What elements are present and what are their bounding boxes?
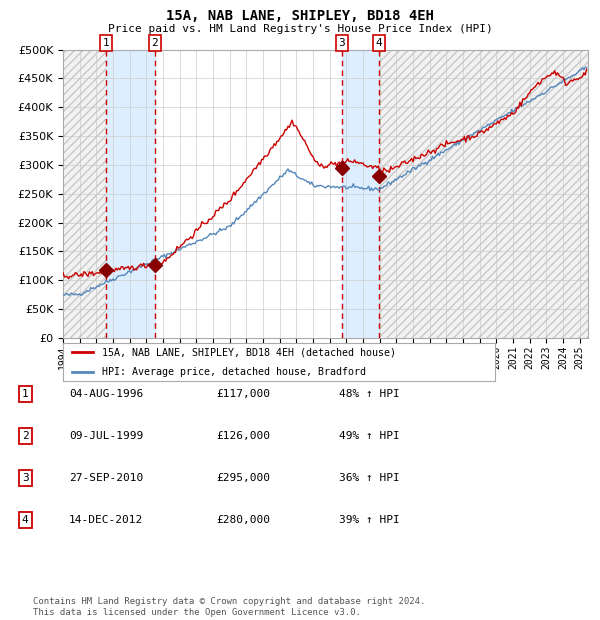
Text: 14-DEC-2012: 14-DEC-2012 (69, 515, 143, 525)
Text: 49% ↑ HPI: 49% ↑ HPI (339, 431, 400, 441)
Text: £117,000: £117,000 (216, 389, 270, 399)
Text: 3: 3 (338, 38, 346, 48)
Text: This data is licensed under the Open Government Licence v3.0.: This data is licensed under the Open Gov… (33, 608, 361, 617)
Text: 2: 2 (22, 431, 29, 441)
Text: 48% ↑ HPI: 48% ↑ HPI (339, 389, 400, 399)
Text: 2: 2 (152, 38, 158, 48)
Text: 15A, NAB LANE, SHIPLEY, BD18 4EH (detached house): 15A, NAB LANE, SHIPLEY, BD18 4EH (detach… (102, 347, 396, 358)
Bar (342, 50, 379, 338)
Bar (379, 50, 588, 338)
Text: 3: 3 (22, 473, 29, 483)
Text: £126,000: £126,000 (216, 431, 270, 441)
Text: 39% ↑ HPI: 39% ↑ HPI (339, 515, 400, 525)
Text: £280,000: £280,000 (216, 515, 270, 525)
Text: 4: 4 (376, 38, 382, 48)
Text: 04-AUG-1996: 04-AUG-1996 (69, 389, 143, 399)
Text: Price paid vs. HM Land Registry's House Price Index (HPI): Price paid vs. HM Land Registry's House … (107, 24, 493, 33)
Text: Contains HM Land Registry data © Crown copyright and database right 2024.: Contains HM Land Registry data © Crown c… (33, 597, 425, 606)
Text: 1: 1 (103, 38, 109, 48)
Text: 1: 1 (22, 389, 29, 399)
Text: 27-SEP-2010: 27-SEP-2010 (69, 473, 143, 483)
Bar (63, 50, 106, 338)
Text: £295,000: £295,000 (216, 473, 270, 483)
Text: 15A, NAB LANE, SHIPLEY, BD18 4EH: 15A, NAB LANE, SHIPLEY, BD18 4EH (166, 9, 434, 24)
Text: 36% ↑ HPI: 36% ↑ HPI (339, 473, 400, 483)
Text: 4: 4 (22, 515, 29, 525)
Bar (106, 50, 155, 338)
Bar (379, 50, 588, 338)
Bar (63, 50, 106, 338)
Text: HPI: Average price, detached house, Bradford: HPI: Average price, detached house, Brad… (102, 366, 366, 377)
Text: 09-JUL-1999: 09-JUL-1999 (69, 431, 143, 441)
